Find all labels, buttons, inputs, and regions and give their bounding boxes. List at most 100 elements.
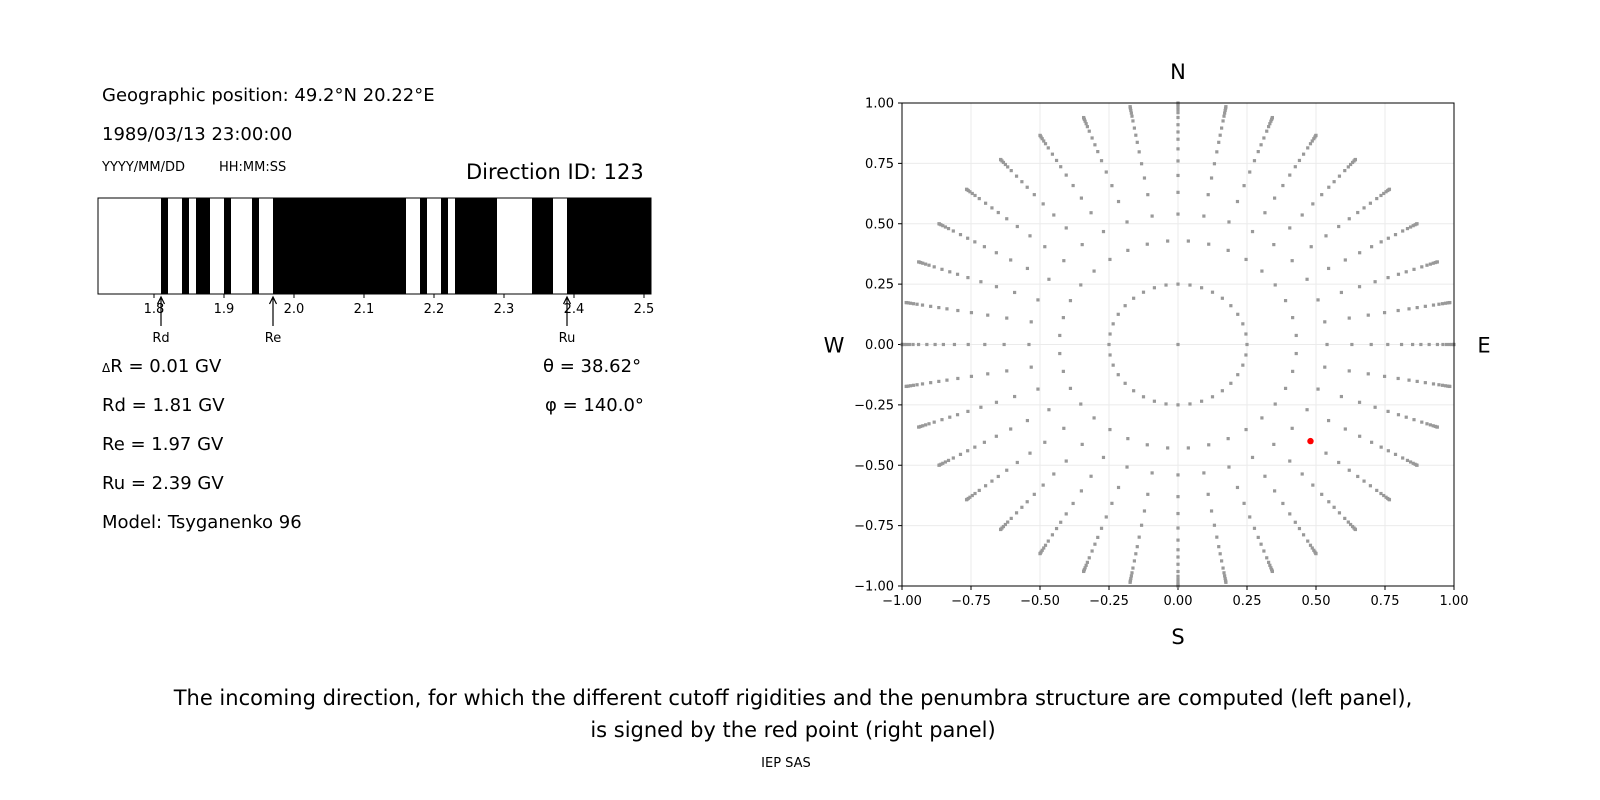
direction-point bbox=[1062, 259, 1066, 263]
direction-point bbox=[1020, 180, 1024, 184]
direction-point bbox=[1283, 386, 1288, 390]
direction-point bbox=[990, 479, 994, 483]
direction-point-inner-ring bbox=[1245, 342, 1249, 347]
direction-point bbox=[1176, 115, 1180, 120]
direction-point bbox=[1294, 351, 1298, 356]
direction-point bbox=[1447, 342, 1452, 347]
direction-point bbox=[1337, 224, 1341, 229]
x-tick-label: 1.00 bbox=[1440, 594, 1469, 609]
direction-point bbox=[1382, 374, 1387, 378]
direction-point bbox=[1110, 501, 1114, 505]
direction-point bbox=[1013, 394, 1017, 399]
direction-point bbox=[943, 460, 948, 464]
direction-point bbox=[1041, 202, 1045, 206]
direction-point-inner-ring bbox=[1123, 304, 1127, 308]
direction-point bbox=[1129, 576, 1133, 581]
direction-point bbox=[1176, 147, 1180, 151]
direction-point bbox=[1401, 456, 1405, 460]
direction-point bbox=[1222, 114, 1226, 118]
direction-point bbox=[1382, 493, 1386, 498]
direction-point-inner-ring bbox=[1123, 381, 1127, 385]
direction-point bbox=[958, 452, 963, 456]
direction-point bbox=[1226, 248, 1230, 252]
direction-point bbox=[1176, 562, 1180, 566]
direction-point bbox=[1029, 320, 1033, 324]
direction-point bbox=[1293, 165, 1297, 169]
direction-point bbox=[1126, 437, 1130, 441]
direction-point bbox=[1176, 111, 1180, 115]
direction-point bbox=[1393, 233, 1398, 237]
direction-point bbox=[1324, 234, 1328, 238]
direction-point bbox=[1139, 523, 1144, 527]
y-tick-label: 0.75 bbox=[865, 157, 894, 172]
direction-point bbox=[1079, 283, 1083, 287]
direction-point bbox=[1441, 342, 1445, 347]
forbidden-band bbox=[273, 198, 406, 294]
direction-point bbox=[937, 379, 941, 384]
direction-point bbox=[920, 303, 925, 307]
direction-point bbox=[1150, 214, 1154, 218]
forbidden-band bbox=[182, 198, 189, 294]
direction-point bbox=[969, 374, 974, 378]
x-tick-label: 2.0 bbox=[284, 302, 305, 317]
direction-point bbox=[1262, 136, 1266, 140]
direction-point bbox=[1036, 387, 1040, 391]
direction-point bbox=[1052, 472, 1056, 476]
direction-point bbox=[996, 210, 1000, 215]
x-tick-label: 2.3 bbox=[494, 302, 515, 317]
direction-point bbox=[1054, 526, 1059, 531]
direction-point-inner-ring bbox=[1152, 286, 1157, 290]
direction-point bbox=[1339, 394, 1343, 399]
direction-point-inner-ring bbox=[1108, 332, 1112, 336]
direction-point bbox=[1093, 542, 1097, 546]
direction-point bbox=[977, 488, 981, 493]
direction-point bbox=[1038, 133, 1042, 137]
direction-point bbox=[1250, 229, 1255, 234]
direction-point bbox=[968, 495, 972, 499]
direction-point-inner-ring bbox=[1111, 322, 1115, 326]
direction-point bbox=[1227, 220, 1231, 224]
direction-point bbox=[952, 342, 957, 347]
y-tick-label: −1.00 bbox=[854, 580, 894, 595]
direction-point bbox=[1005, 369, 1009, 373]
caption-line-1: The incoming direction, for which the di… bbox=[173, 686, 1413, 710]
direction-point bbox=[1176, 105, 1180, 109]
direction-point bbox=[1411, 461, 1415, 465]
direction-point bbox=[1256, 535, 1260, 539]
direction-point bbox=[924, 262, 928, 266]
direction-point-inner-ring bbox=[1188, 283, 1192, 287]
direction-point-inner-ring bbox=[1210, 290, 1215, 294]
direction-point bbox=[1080, 243, 1084, 247]
direction-point bbox=[1085, 125, 1089, 129]
direction-point bbox=[1349, 162, 1353, 167]
direction-point bbox=[1090, 549, 1094, 553]
direction-point bbox=[1386, 449, 1390, 453]
direction-point bbox=[1379, 240, 1383, 244]
direction-point bbox=[994, 434, 998, 438]
direction-point bbox=[1305, 408, 1309, 412]
direction-point-inner-ring bbox=[1188, 402, 1192, 406]
direction-point bbox=[1312, 548, 1316, 552]
direction-point bbox=[951, 229, 955, 233]
direction-point bbox=[1059, 520, 1063, 524]
direction-point bbox=[1166, 446, 1170, 450]
direction-point bbox=[911, 342, 915, 347]
direction-point bbox=[1058, 351, 1062, 356]
direction-point bbox=[1009, 516, 1013, 520]
direction-point bbox=[1379, 193, 1383, 198]
datetime: 1989/03/13 23:00:00 bbox=[102, 124, 293, 145]
direction-point-inner-ring bbox=[1132, 296, 1136, 300]
direction-point bbox=[1137, 535, 1141, 539]
direction-point bbox=[921, 261, 925, 265]
direction-point bbox=[1235, 485, 1240, 490]
direction-point bbox=[1212, 162, 1217, 166]
direction-point bbox=[1353, 157, 1358, 162]
direction-point bbox=[1373, 405, 1377, 409]
direction-point bbox=[1224, 580, 1228, 584]
scatter-frame bbox=[901, 102, 1455, 587]
direction-point bbox=[1288, 512, 1292, 516]
direction-point bbox=[1262, 549, 1266, 553]
direction-point bbox=[1272, 442, 1276, 446]
direction-point bbox=[1003, 162, 1007, 167]
direction-point bbox=[1270, 115, 1274, 120]
